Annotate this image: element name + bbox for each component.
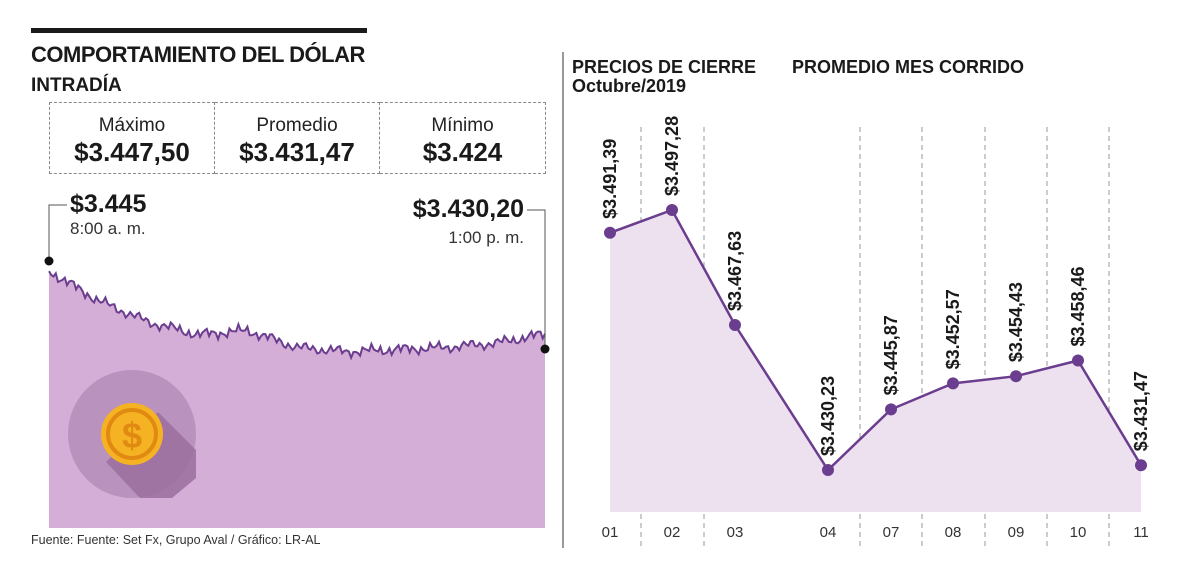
data-label: $3.445,87 bbox=[881, 315, 901, 395]
source-note: Fuente: Fuente: Set Fx, Grupo Aval / Grá… bbox=[31, 533, 321, 547]
x-tick-label: 01 bbox=[602, 524, 619, 541]
close-value: $3.430,20 bbox=[412, 195, 524, 223]
open-value: $3.445 bbox=[70, 190, 147, 218]
svg-text:$: $ bbox=[122, 415, 142, 456]
data-point bbox=[604, 226, 616, 239]
data-point bbox=[1010, 370, 1022, 383]
x-tick-label: 07 bbox=[883, 524, 900, 541]
open-time: 8:00 a. m. bbox=[70, 219, 146, 238]
data-label: $3.454,43 bbox=[1006, 282, 1026, 362]
stat-box-minimo: Mínimo $3.424 bbox=[380, 102, 546, 174]
data-point bbox=[947, 377, 959, 390]
x-tick-label: 10 bbox=[1070, 524, 1087, 541]
x-tick-label: 08 bbox=[945, 524, 962, 541]
data-point bbox=[822, 464, 834, 476]
data-label: $3.431,47 bbox=[1131, 371, 1151, 451]
data-point bbox=[666, 204, 678, 216]
stat-value: $3.424 bbox=[422, 137, 503, 167]
stat-label: Promedio bbox=[256, 115, 338, 136]
data-point bbox=[1072, 354, 1084, 367]
monthly-area bbox=[610, 210, 1141, 512]
stat-label: Máximo bbox=[98, 115, 166, 136]
intraday-chart: $ bbox=[44, 204, 550, 528]
stat-value: $3.447,50 bbox=[74, 137, 190, 167]
data-label: $3.430,23 bbox=[818, 376, 838, 456]
x-tick-label: 04 bbox=[820, 524, 837, 541]
right-title-average: PROMEDIO MES CORRIDO bbox=[792, 57, 1025, 77]
data-point bbox=[885, 403, 897, 416]
data-label: $3.458,46 bbox=[1068, 266, 1088, 346]
stat-label: Mínimo bbox=[431, 115, 494, 136]
right-subtitle: Octubre/2019 bbox=[572, 76, 687, 96]
x-tick-label: 11 bbox=[1133, 524, 1149, 541]
dollar-coin-icon: $ bbox=[68, 370, 196, 498]
data-label: $3.452,57 bbox=[943, 289, 963, 369]
data-label: $3.491,39 bbox=[600, 139, 620, 219]
stat-value: $3.431,47 bbox=[239, 137, 355, 167]
data-point bbox=[1135, 459, 1147, 472]
right-title: PRECIOS DE CIERRE bbox=[572, 57, 757, 77]
data-point bbox=[729, 319, 741, 331]
data-label: $3.497,28 bbox=[662, 116, 682, 196]
x-tick-label: 09 bbox=[1008, 524, 1025, 541]
chart-title: COMPORTAMIENTO DEL DÓLAR bbox=[31, 42, 365, 67]
title-rule bbox=[31, 28, 367, 33]
chart-subtitle: INTRADÍA bbox=[31, 75, 122, 96]
x-tick-label: 03 bbox=[727, 524, 744, 541]
stat-box-maximo: Máximo $3.447,50 bbox=[49, 102, 215, 174]
x-tick-label: 02 bbox=[664, 524, 681, 541]
stat-box-promedio: Promedio $3.431,47 bbox=[215, 102, 380, 174]
open-leader bbox=[48, 204, 67, 261]
close-point bbox=[540, 344, 550, 354]
close-time: 1:00 p. m. bbox=[448, 228, 524, 247]
intraday-line bbox=[48, 270, 546, 361]
open-point bbox=[44, 256, 54, 266]
data-label: $3.467,63 bbox=[725, 231, 745, 311]
close-leader bbox=[527, 209, 546, 349]
